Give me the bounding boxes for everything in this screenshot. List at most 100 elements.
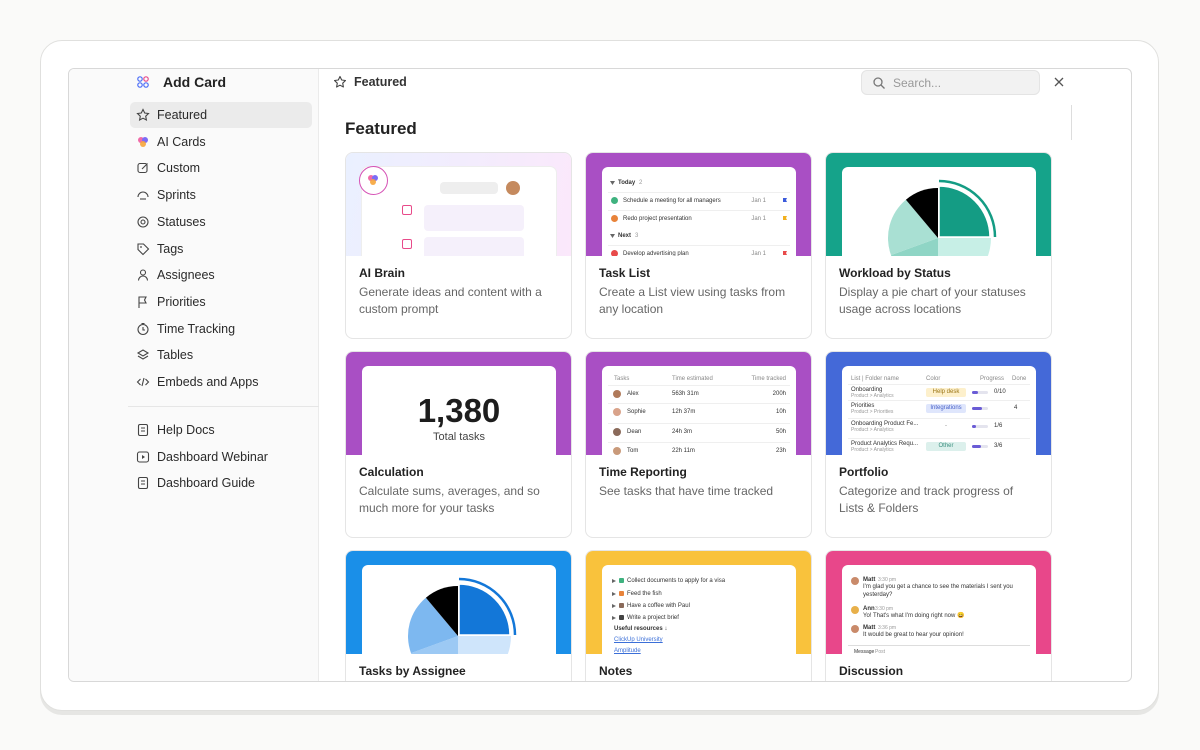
preview-text: Jan 1 [751,251,766,256]
row-divider [608,209,790,211]
sidebar-item[interactable]: Custom [157,161,201,176]
flag [783,198,787,205]
preview-panel: Today 2 Schedule a meeting for all manager… [602,167,796,256]
message-text: Yo! That's what I'm doing right now 😄 [863,613,965,619]
block [424,205,524,231]
calc-value: 1,380 [417,392,501,429]
preview-text: Sophie [627,409,646,415]
close-button[interactable] [1052,75,1066,89]
preview-text: Amplitude [614,648,641,654]
tag: - [945,423,947,429]
flag [783,251,787,256]
preview-text: 12h 37m [672,409,696,415]
preview-text: Time tracked [751,376,786,382]
template-card[interactable]: AI Brain Generate ideas and content with … [345,152,572,339]
avatar [851,577,859,585]
header-icon [137,76,149,88]
template-card[interactable]: Matt 3:30 pm I'm glad you get a chance to … [825,550,1052,681]
progress-track [972,391,988,394]
template-card[interactable]: Tasks Time estimated Time tracked Alex 563h … [585,351,812,538]
preview-text: Product > Analytics [851,447,894,453]
ai-logo [359,166,388,195]
sidebar-item[interactable]: Tags [157,241,184,256]
avatar [506,181,520,195]
preview-text: Jan 1 [751,215,766,222]
preview-text: 10h [775,409,786,415]
preview-panel: Matt 3:30 pm I'm glad you get a chance to … [842,565,1036,654]
template-card[interactable]: Collect documents to apply for a visa Fee… [585,550,812,681]
section-title: Featured [345,119,417,138]
sidebar-link[interactable]: Help Docs [157,423,215,437]
card-description: Display a pie chart of your statuses usa… [839,285,1026,316]
row-divider [608,403,790,404]
preview-text: Next [618,233,632,239]
bullet [612,616,616,620]
sidebar-item[interactable]: Sprints [157,188,196,203]
template-card[interactable]: Tasks by Assignee [345,550,572,681]
search-placeholder: Search... [893,76,942,90]
avatar [613,447,621,455]
preview-text: Alex [627,391,639,397]
status-dot [611,214,618,222]
sidebar-item[interactable]: Featured [157,108,208,122]
sidebar-item[interactable]: Assignees [157,268,215,283]
item-icon [137,163,148,174]
progress-fill [972,425,976,428]
card-description: Generate ideas and content with a custom… [359,285,542,316]
card-title: Discussion [839,664,904,678]
row-divider [848,400,1030,401]
row-divider [608,385,790,386]
template-card[interactable]: Today 2 Schedule a meeting for all manager… [585,152,812,339]
row-divider [608,192,790,193]
template-card[interactable]: Workload by Status Display a pie chart of… [825,152,1052,339]
sidebar-item[interactable]: Time Tracking [157,321,236,336]
preview-text: Today [618,180,636,186]
card-preview [346,153,571,256]
preview-text: 3:30 pm [878,577,897,583]
item-icon [136,108,150,122]
preview-text: Time estimated [672,376,713,382]
preview-text: Post [875,649,886,654]
preview-panel: Tasks Time estimated Time tracked Alex 563h … [602,366,796,455]
progress-fill [972,407,982,410]
search-box[interactable]: Search... [861,70,1040,95]
template-card[interactable]: 1,380 Total tasks Calculation Calculate su… [345,351,572,538]
topbar-title: Featured [354,75,407,89]
preview-text: 4 [1014,405,1018,411]
sidebar-link[interactable]: Dashboard Guide [157,476,255,491]
row-divider [608,423,790,424]
row-divider [848,438,1030,439]
preview-text: Color [926,376,941,382]
sidebar-item[interactable]: AI Cards [157,134,206,149]
sidebar-item[interactable]: Statuses [157,214,206,229]
link-icon [136,451,150,463]
card-preview: 1,380 Total tasks [346,352,571,455]
preview-text: 50h [775,429,786,435]
preview-text: Priorities [851,403,875,409]
preview-text: Product Analytics Requ... [851,441,919,447]
sidebar-item[interactable]: Priorities [157,294,206,309]
pill [440,182,498,194]
sidebar-item[interactable]: Embeds and Apps [157,375,259,389]
note-icon [619,603,624,608]
preview-text: Develop advertising plan [623,251,689,256]
sidebar-item[interactable]: Tables [157,348,194,363]
item-icon [137,269,149,281]
preview-text: 0/10 [994,389,1006,395]
item-icon [138,136,148,147]
preview-text: Progress [980,376,1005,382]
preview-text: Matt [863,577,876,583]
avatar [613,390,621,398]
row-divider [848,384,1030,385]
card-description: Calculate sums, averages, and so much mo… [359,484,540,515]
progress-track [972,425,988,428]
sidebar-link[interactable]: Dashboard Webinar [157,449,268,464]
item-icon [137,216,149,228]
row-divider [848,418,1030,419]
calc-label: Total tasks [433,431,485,443]
template-card[interactable]: List | Folder name Color Progress Done Onboa… [825,351,1052,538]
divider [128,406,319,407]
preview-text: Message [854,649,875,654]
avatar [851,606,859,614]
